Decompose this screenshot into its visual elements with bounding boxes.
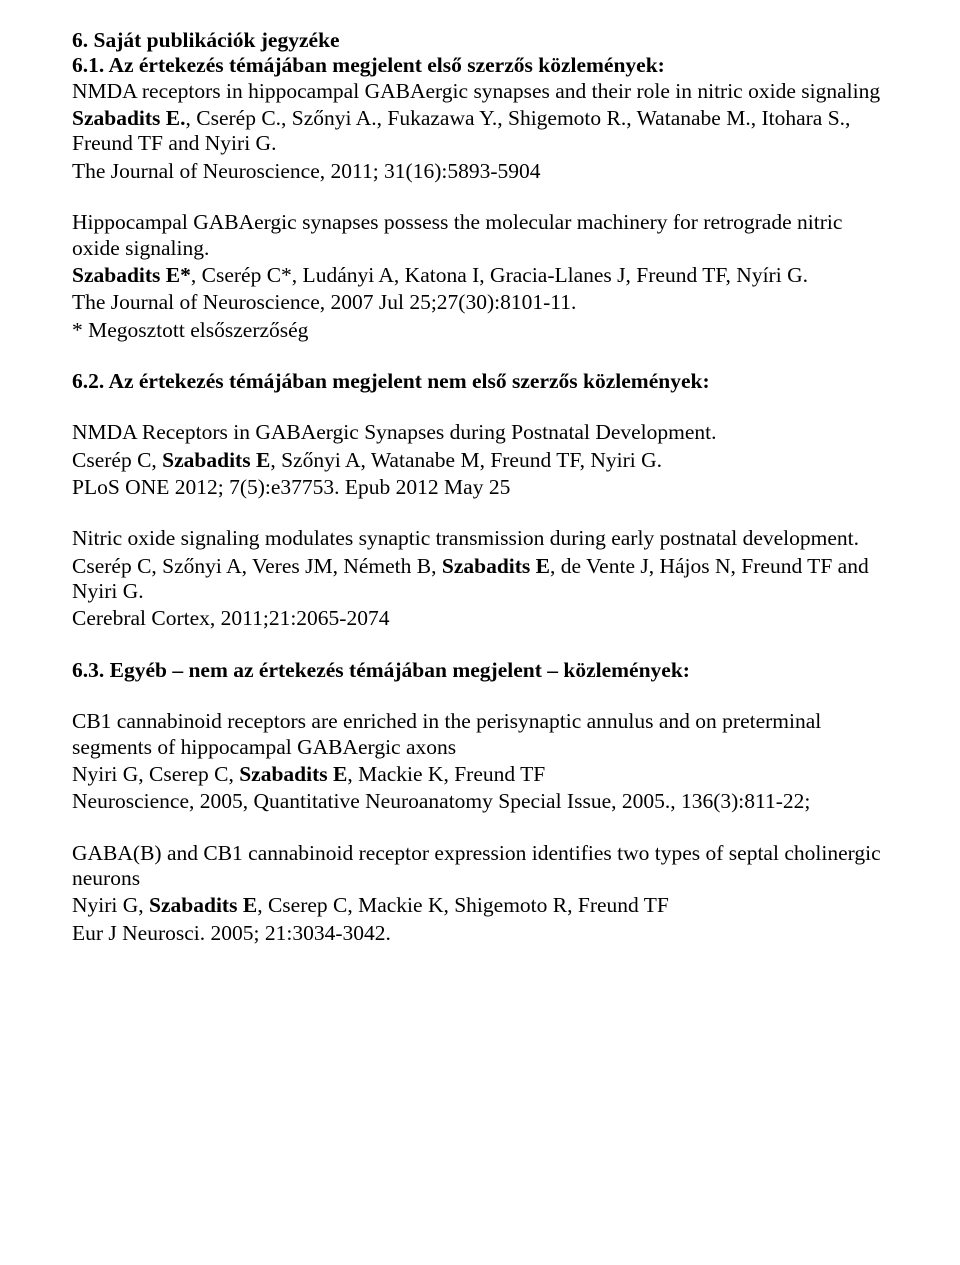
pub-title: NMDA receptors in hippocampal GABAergic … xyxy=(72,79,888,104)
author-bold: Szabadits E xyxy=(442,554,550,578)
pub-title: Nitric oxide signaling modulates synapti… xyxy=(72,526,888,551)
pub-title: NMDA Receptors in GABAergic Synapses dur… xyxy=(72,420,888,445)
heading-6-2: 6.2. Az értekezés témájában megjelent ne… xyxy=(72,369,888,394)
pub-6-2-1: NMDA Receptors in GABAergic Synapses dur… xyxy=(72,420,888,500)
author-pre: Nyiri G, Cserep C, xyxy=(72,762,239,786)
pub-6-3-1: CB1 cannabinoid receptors are enriched i… xyxy=(72,709,888,814)
pub-note: * Megosztott elsőszerzőség xyxy=(72,318,888,343)
author-bold: Szabadits E xyxy=(149,893,257,917)
pub-journal: The Journal of Neuroscience, 2011; 31(16… xyxy=(72,159,888,184)
author-bold: Szabadits E. xyxy=(72,106,186,130)
pub-journal: The Journal of Neuroscience, 2007 Jul 25… xyxy=(72,290,888,315)
author-rest: , Mackie K, Freund TF xyxy=(347,762,545,786)
author-rest: , Szőnyi A, Watanabe M, Freund TF, Nyiri… xyxy=(270,448,662,472)
heading-publications: 6. Saját publikációk jegyzéke xyxy=(72,28,888,53)
pub-journal: PLoS ONE 2012; 7(5):e37753. Epub 2012 Ma… xyxy=(72,475,888,500)
author-bold: Szabadits E* xyxy=(72,263,191,287)
pub-authors: Szabadits E., Cserép C., Szőnyi A., Fuka… xyxy=(72,106,888,157)
pub-authors: Nyiri G, Szabadits E, Cserep C, Mackie K… xyxy=(72,893,888,918)
pub-title: GABA(B) and CB1 cannabinoid receptor exp… xyxy=(72,841,888,892)
heading-6-3: 6.3. Egyéb – nem az értekezés témájában … xyxy=(72,658,888,683)
pub-authors: Szabadits E*, Cserép C*, Ludányi A, Kato… xyxy=(72,263,888,288)
pub-title: Hippocampal GABAergic synapses possess t… xyxy=(72,210,888,261)
pub-6-3-2: GABA(B) and CB1 cannabinoid receptor exp… xyxy=(72,841,888,946)
pub-authors: Cserép C, Szőnyi A, Veres JM, Németh B, … xyxy=(72,554,888,605)
pub-authors: Nyiri G, Cserep C, Szabadits E, Mackie K… xyxy=(72,762,888,787)
pub-journal: Eur J Neurosci. 2005; 21:3034-3042. xyxy=(72,921,888,946)
pub-6-1-2: Hippocampal GABAergic synapses possess t… xyxy=(72,210,888,343)
author-rest: , Cserép C*, Ludányi A, Katona I, Gracia… xyxy=(191,263,808,287)
author-bold: Szabadits E xyxy=(162,448,270,472)
pub-6-1-1: NMDA receptors in hippocampal GABAergic … xyxy=(72,79,888,184)
author-rest: , Cserép C., Szőnyi A., Fukazawa Y., Shi… xyxy=(72,106,850,155)
pub-journal: Cerebral Cortex, 2011;21:2065-2074 xyxy=(72,606,888,631)
pub-authors: Cserép C, Szabadits E, Szőnyi A, Watanab… xyxy=(72,448,888,473)
author-pre: Cserép C, xyxy=(72,448,162,472)
heading-6-1: 6.1. Az értekezés témájában megjelent el… xyxy=(72,53,888,78)
pub-title: CB1 cannabinoid receptors are enriched i… xyxy=(72,709,888,760)
author-pre: Cserép C, Szőnyi A, Veres JM, Németh B, xyxy=(72,554,442,578)
pub-journal: Neuroscience, 2005, Quantitative Neuroan… xyxy=(72,789,888,814)
pub-6-2-2: Nitric oxide signaling modulates synapti… xyxy=(72,526,888,631)
author-rest: , Cserep C, Mackie K, Shigemoto R, Freun… xyxy=(257,893,669,917)
author-bold: Szabadits E xyxy=(239,762,347,786)
author-pre: Nyiri G, xyxy=(72,893,149,917)
